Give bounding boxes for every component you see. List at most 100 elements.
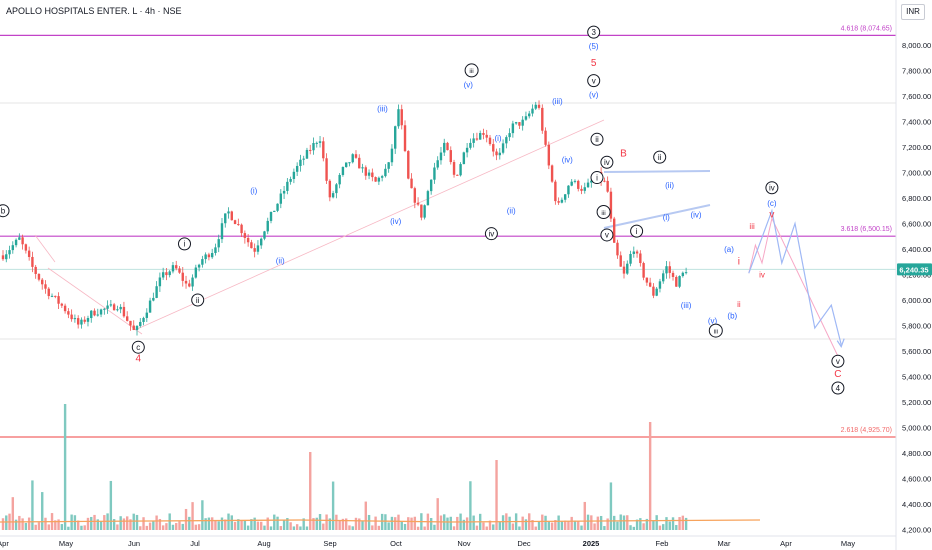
candle-body xyxy=(204,254,207,260)
channel-lines xyxy=(34,119,711,335)
volume-bars xyxy=(0,404,761,530)
wave-label: c xyxy=(136,343,140,352)
time-tick-label: Mar xyxy=(718,539,731,548)
volume-bar xyxy=(655,515,658,530)
candle-body xyxy=(612,218,616,243)
volume-bar xyxy=(387,522,390,530)
volume-bar xyxy=(253,517,256,530)
volume-bar xyxy=(410,517,413,530)
time-tick-label: Jul xyxy=(190,539,200,548)
volume-bar xyxy=(658,525,662,530)
wave-label: 3 xyxy=(591,28,596,37)
wave-label: 4 xyxy=(836,384,841,393)
candle-body xyxy=(394,126,397,149)
candle-body xyxy=(675,276,678,287)
wave-label: (b) xyxy=(727,311,737,320)
volume-bar xyxy=(456,516,459,530)
volume-bar xyxy=(18,515,21,530)
volume-bar xyxy=(433,524,436,530)
wave-circle xyxy=(653,150,667,164)
volume-bar xyxy=(155,515,158,530)
volume-bar xyxy=(315,517,318,530)
candle-body xyxy=(93,310,96,316)
volume-bar xyxy=(27,517,31,530)
candle-body xyxy=(384,168,387,177)
volume-bar xyxy=(580,525,583,530)
candle-body xyxy=(541,107,544,131)
candle-body xyxy=(400,109,403,126)
volume-bar xyxy=(446,517,449,530)
candle-body xyxy=(495,151,498,156)
channel-line xyxy=(603,204,711,229)
candle-body xyxy=(1,255,5,260)
volume-bar xyxy=(273,514,276,530)
volume-bar xyxy=(224,519,227,530)
volume-bar xyxy=(171,524,175,530)
candle-body xyxy=(122,306,126,317)
wave-labels: bc4iii(i)(ii)(iii)(iv)iii(v)(i)(ii)iv(ii… xyxy=(0,25,845,395)
candle-body xyxy=(348,162,351,164)
volume-bar xyxy=(462,519,466,530)
candle-body xyxy=(263,231,266,239)
candle-body xyxy=(662,273,665,282)
candle-body xyxy=(436,160,439,168)
volume-bar xyxy=(616,521,619,530)
volume-bar xyxy=(312,518,315,530)
volume-bar xyxy=(148,522,152,530)
volume-bar xyxy=(269,526,273,530)
candle-body xyxy=(344,162,348,167)
price-tick-label: 4,200.00 xyxy=(902,526,931,535)
wave-label: i xyxy=(596,173,598,182)
volume-bar xyxy=(573,520,577,530)
candle-body xyxy=(243,233,247,238)
volume-bar xyxy=(501,515,505,530)
candle-body xyxy=(371,172,374,178)
candle-body xyxy=(233,220,237,225)
volume-bar xyxy=(577,520,580,530)
volume-bar xyxy=(233,521,237,530)
wave-label: iv xyxy=(769,184,775,193)
currency-button[interactable]: INR xyxy=(901,4,925,20)
candle-body xyxy=(161,272,165,278)
volume-bar xyxy=(596,516,600,530)
candle-body xyxy=(413,188,417,203)
wave-circle xyxy=(708,323,723,338)
candle-body xyxy=(214,247,217,254)
volume-bar xyxy=(276,516,279,530)
candle-body xyxy=(276,203,279,211)
candle-body xyxy=(220,223,224,240)
wave-label: (iv) xyxy=(390,217,401,226)
volume-bar xyxy=(380,513,384,530)
volume-bar xyxy=(452,526,456,530)
volume-bar xyxy=(256,521,260,530)
fib-level-label: 2.618 (4,925.70) xyxy=(841,427,892,434)
wave-circle xyxy=(600,228,614,242)
candle-body xyxy=(80,319,83,325)
time-axis[interactable]: Apr May Jun Jul Aug Sep Oct Nov Dec 2025 Feb Mar Apr… xyxy=(0,539,855,548)
volume-bar xyxy=(482,522,485,530)
volume-bar xyxy=(534,526,537,530)
wave-circle xyxy=(630,224,644,238)
volume-bar xyxy=(325,514,328,530)
candle-body xyxy=(514,122,518,124)
volume-bar xyxy=(266,517,269,530)
candle-body xyxy=(37,273,41,280)
candle-body xyxy=(492,144,495,152)
time-tick-label: Feb xyxy=(656,539,669,548)
volume-bar xyxy=(364,501,367,530)
candle-body xyxy=(309,149,312,151)
price-tick-label: 7,600.00 xyxy=(902,92,931,101)
candle-body xyxy=(567,185,570,195)
volume-bar xyxy=(292,526,296,530)
volume-bar xyxy=(181,523,184,530)
volume-bar xyxy=(54,520,57,530)
wave-label: 5 xyxy=(591,58,597,69)
wave-label: (iii) xyxy=(552,97,563,106)
volume-bar xyxy=(145,525,149,530)
wave-label: iv xyxy=(759,270,765,279)
candle-body xyxy=(338,174,341,185)
wave-label: (ii) xyxy=(276,256,285,265)
candle-body xyxy=(266,220,269,232)
volume-bar xyxy=(413,516,417,530)
